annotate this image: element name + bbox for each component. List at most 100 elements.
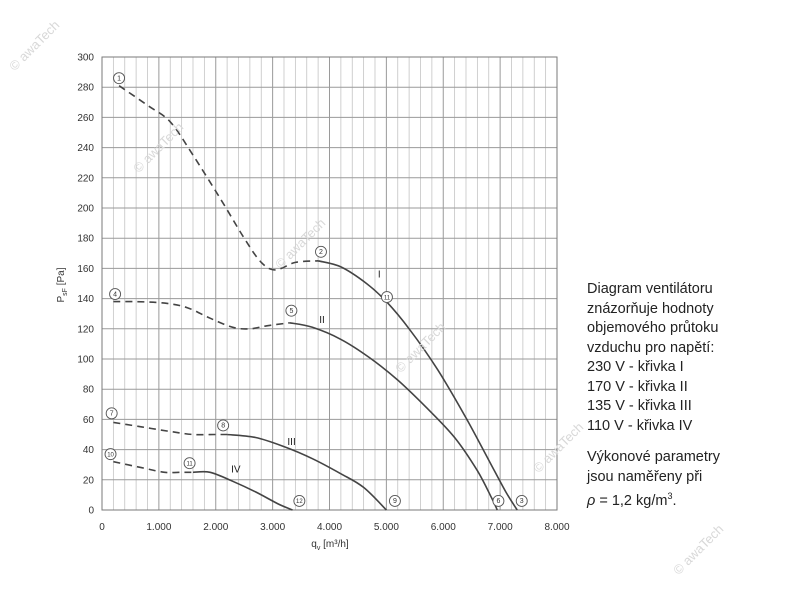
note-line: vzduchu pro napětí: xyxy=(587,339,715,356)
curve-label-i: I xyxy=(378,269,381,280)
rho-exponent: 3 xyxy=(667,491,673,501)
point-marker: 11 xyxy=(183,457,196,470)
curve-iii-dashed xyxy=(113,421,228,436)
marker-label: 9 xyxy=(393,498,397,505)
marker-label: 3 xyxy=(520,498,524,505)
y-tick-label: 280 xyxy=(77,83,94,94)
curve-label-ii: II xyxy=(319,315,325,326)
y-tick-label: 0 xyxy=(88,506,94,517)
curve-i-dashed xyxy=(118,85,319,271)
note-line: 110 V - křivka IV xyxy=(587,417,693,434)
point-marker: 7 xyxy=(105,407,118,420)
marker-circle xyxy=(113,72,126,85)
y-tick-label: 260 xyxy=(77,113,94,124)
x-tick-label: 3.000 xyxy=(260,522,285,533)
marker-label: 4 xyxy=(113,291,117,298)
marker-label: 7 xyxy=(110,411,114,418)
marker-circle xyxy=(388,494,401,507)
marker-circle xyxy=(217,419,230,432)
marker-circle xyxy=(105,407,118,420)
marker-label: 5 xyxy=(289,308,293,315)
point-marker: 6 xyxy=(492,494,505,507)
point-marker: 1 xyxy=(113,72,126,85)
y-tick-label: 220 xyxy=(77,173,94,184)
marker-circle xyxy=(380,291,393,304)
y-tick-label: 180 xyxy=(77,234,94,245)
curve-iii-solid xyxy=(227,433,387,511)
x-tick-label: 2.000 xyxy=(203,522,228,533)
note-line: 170 V - křivka II xyxy=(587,378,688,395)
curve-iv-dashed xyxy=(113,460,193,474)
point-marker: 2 xyxy=(315,245,327,258)
x-tick-label: 5.000 xyxy=(374,522,399,533)
marker-label: 2 xyxy=(319,249,323,256)
point-marker: 8 xyxy=(217,419,230,432)
curve-label-iv: IV xyxy=(231,464,241,475)
point-marker: 4 xyxy=(109,288,122,301)
x-axis-label: qv [m³/h] xyxy=(311,539,349,552)
point-marker: 10 xyxy=(104,448,117,461)
x-tick-label: 1.000 xyxy=(146,522,171,533)
y-tick-label: 200 xyxy=(77,204,94,215)
y-tick-label: 100 xyxy=(77,355,94,366)
marker-circle xyxy=(492,494,505,507)
x-tick-label: 4.000 xyxy=(317,522,342,533)
marker-circle xyxy=(293,494,306,507)
plot-frame xyxy=(101,56,558,511)
rho-symbol: ρ xyxy=(587,492,596,509)
y-tick-label: 120 xyxy=(77,324,94,335)
y-tick-label: 60 xyxy=(83,415,95,426)
note-line: jsou naměřeny při xyxy=(587,468,703,485)
note-line: Výkonové parametry xyxy=(587,449,720,465)
y-tick-label: 160 xyxy=(77,264,94,275)
note-line: Diagram ventilátoru xyxy=(587,281,713,297)
x-tick-label: 7.000 xyxy=(488,522,513,533)
marker-circle xyxy=(315,245,327,258)
marker-label: 1 xyxy=(117,75,121,82)
rho-end: . xyxy=(672,492,677,509)
point-marker: 5 xyxy=(285,304,298,317)
y-tick-label: 240 xyxy=(77,143,94,154)
marker-circle xyxy=(515,494,528,507)
rho-value: = 1,2 kg/m xyxy=(595,492,668,509)
y-tick-label: 20 xyxy=(83,475,95,486)
note-line: objemového průtoku xyxy=(587,320,719,336)
point-marker: 11 xyxy=(380,291,393,304)
note-line: 135 V - křivka III xyxy=(587,398,692,414)
marker-label: 6 xyxy=(496,498,500,505)
point-marker: 3 xyxy=(515,494,528,507)
y-axis-label: PsF [Pa] xyxy=(56,267,69,302)
y-tick-label: 300 xyxy=(77,53,94,64)
x-tick-label: 6.000 xyxy=(431,522,456,533)
marker-circle xyxy=(109,288,122,301)
marker-circle xyxy=(285,304,298,317)
point-marker: 9 xyxy=(388,494,401,507)
grid xyxy=(101,56,558,511)
marker-label: 8 xyxy=(221,423,225,430)
air-density-line: ρ = 1,2 kg/m3. xyxy=(587,487,782,511)
note-line: 230 V - křivka I xyxy=(587,359,684,375)
y-tick-label: 80 xyxy=(83,385,95,396)
x-tick-label: 0 xyxy=(99,522,105,533)
x-tick-label: 8.000 xyxy=(544,522,569,533)
curve-ii-dashed xyxy=(113,300,290,330)
marker-label: 11 xyxy=(186,461,193,467)
point-marker: 12 xyxy=(293,494,306,507)
curve-i-solid xyxy=(317,260,518,511)
chart-description: Diagram ventilátoru znázorňuje hodnoty o… xyxy=(587,280,782,511)
curve-label-iii: III xyxy=(287,437,295,448)
note-line: znázorňuje hodnoty xyxy=(587,300,714,317)
y-tick-label: 40 xyxy=(83,445,95,456)
marker-label: 11 xyxy=(384,295,391,301)
axis-ticks: 0204060801001201401601802002202402602803… xyxy=(77,53,570,534)
marker-circle xyxy=(104,448,117,461)
marker-label: 10 xyxy=(107,452,114,458)
y-tick-label: 140 xyxy=(77,294,94,305)
marker-label: 12 xyxy=(296,499,303,505)
marker-circle xyxy=(183,457,196,470)
curve-ii-solid xyxy=(289,322,499,511)
curve-iv-solid xyxy=(192,470,293,511)
